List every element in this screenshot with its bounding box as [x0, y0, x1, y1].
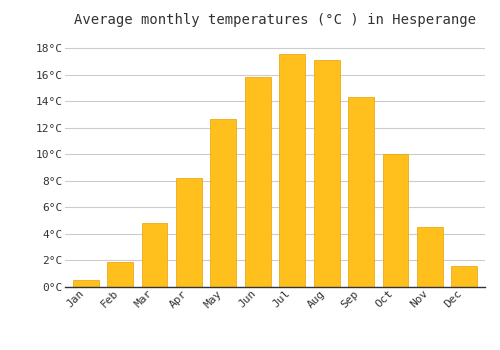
- Bar: [245, 77, 270, 287]
- Bar: [176, 178, 202, 287]
- Bar: [417, 227, 443, 287]
- Bar: [382, 154, 408, 287]
- Bar: [314, 60, 340, 287]
- Bar: [348, 97, 374, 287]
- Bar: [142, 223, 168, 287]
- Bar: [210, 119, 236, 287]
- Title: Average monthly temperatures (°C ) in Hesperange: Average monthly temperatures (°C ) in He…: [74, 13, 476, 27]
- Bar: [452, 266, 477, 287]
- Bar: [107, 262, 133, 287]
- Bar: [72, 280, 99, 287]
- Bar: [280, 54, 305, 287]
